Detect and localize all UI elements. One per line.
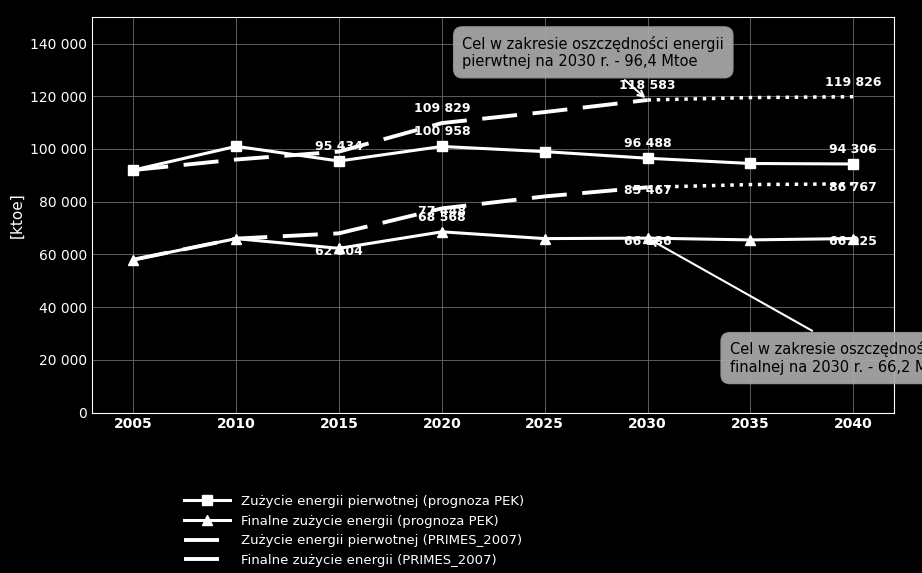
Legend: Zużycie energii pierwotnej (prognoza PEK), Finalne zużycie energii (prognoza PEK: Zużycie energii pierwotnej (prognoza PEK… bbox=[179, 490, 529, 572]
Text: 96 488: 96 488 bbox=[623, 138, 671, 150]
Text: 100 958: 100 958 bbox=[414, 125, 470, 139]
Text: 62 304: 62 304 bbox=[315, 245, 363, 258]
Text: 66 186: 66 186 bbox=[623, 235, 671, 248]
Text: Cel w zakresie oszczędności energii
pierwtnej na 2030 r. - 96,4 Mtoe: Cel w zakresie oszczędności energii pier… bbox=[463, 36, 724, 97]
Text: 68 568: 68 568 bbox=[418, 211, 466, 224]
Text: 118 583: 118 583 bbox=[620, 79, 676, 92]
Text: 94 306: 94 306 bbox=[829, 143, 877, 156]
Y-axis label: [ktoe]: [ktoe] bbox=[10, 192, 25, 238]
Text: 119 826: 119 826 bbox=[825, 76, 881, 89]
Text: 109 829: 109 829 bbox=[414, 102, 470, 115]
Text: 66 025: 66 025 bbox=[829, 235, 877, 248]
Text: 85 467: 85 467 bbox=[623, 184, 671, 197]
Text: 86 767: 86 767 bbox=[829, 181, 877, 194]
Text: 77 448: 77 448 bbox=[418, 205, 466, 218]
Text: 95 434: 95 434 bbox=[315, 140, 363, 153]
Text: Cel w zakresie oszczędności energii
finalnej na 2030 r. - 66,2 Mtoe: Cel w zakresie oszczędności energii fina… bbox=[652, 241, 922, 375]
